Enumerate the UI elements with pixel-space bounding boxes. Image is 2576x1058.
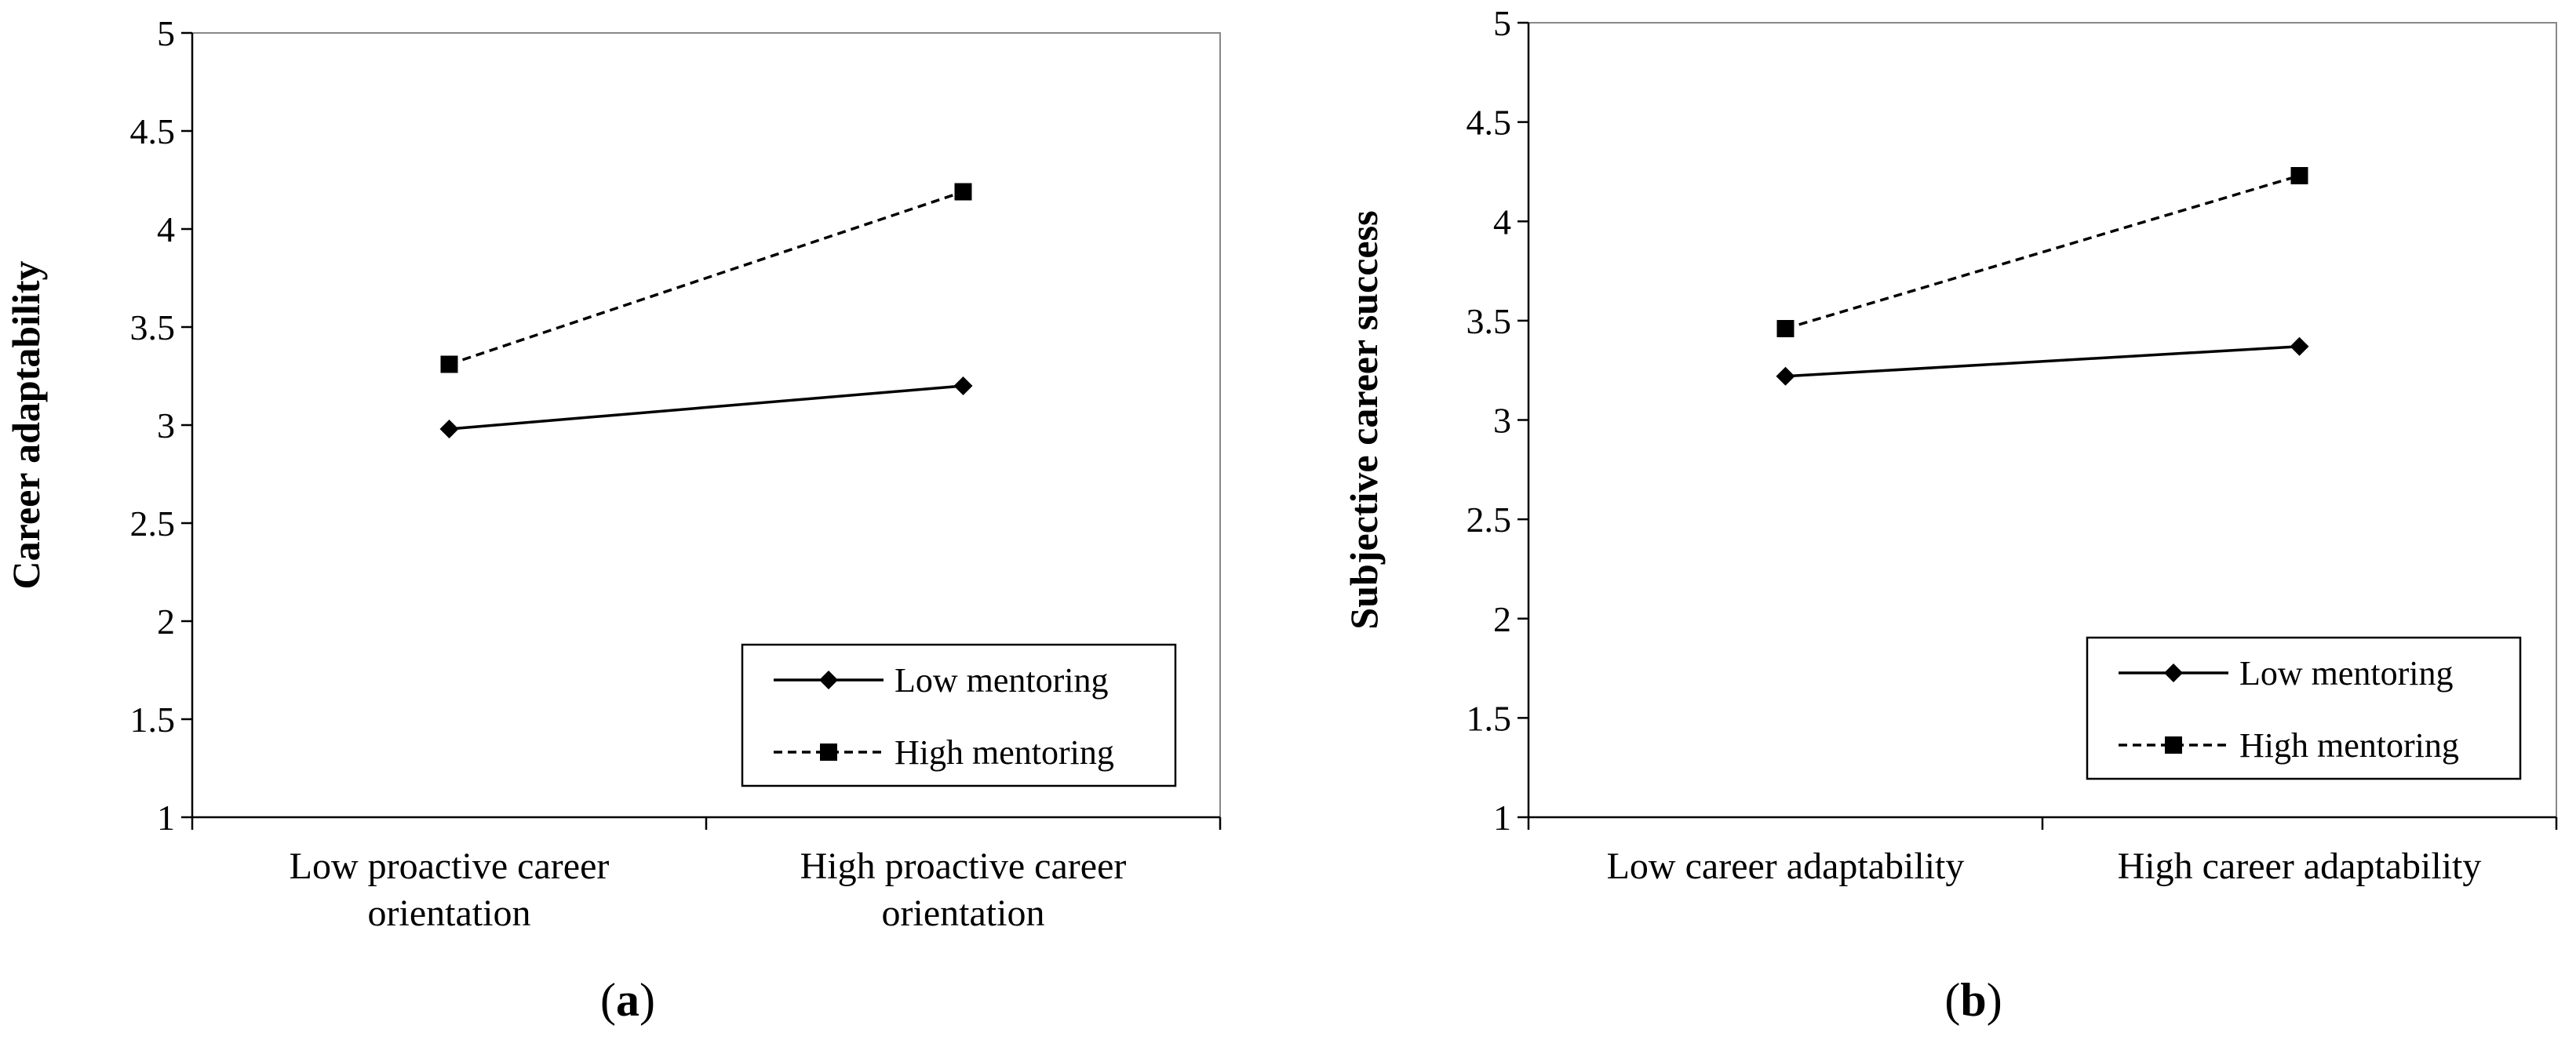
x-category-label: High career adaptability xyxy=(2118,845,2482,887)
y-tick-label: 2.5 xyxy=(1467,500,1512,540)
data-point-diamond xyxy=(1776,366,1795,386)
data-point-diamond xyxy=(953,376,973,395)
panel-label: (a) xyxy=(600,974,655,1026)
panel-label-close: ) xyxy=(639,974,655,1026)
x-category-label: orientation xyxy=(368,893,531,934)
series-line xyxy=(1785,174,2300,330)
chart-panel-a: 1 1.5 2 2.5 3 3.5 4 4.5 5 Low proactive career ori… xyxy=(4,13,1222,1026)
y-tick-label: 1 xyxy=(157,798,175,838)
panel-label-letter: b xyxy=(1960,974,1986,1026)
data-point-diamond xyxy=(439,420,459,438)
legend-box xyxy=(2086,636,2522,780)
y-tick-label: 1.5 xyxy=(130,700,176,740)
legend-marker-square xyxy=(820,744,837,761)
legend-marker-diamond xyxy=(819,671,838,689)
y-tick-label: 2 xyxy=(157,602,175,642)
y-tick-label: 2 xyxy=(1493,599,1511,639)
y-tick-label: 3 xyxy=(1493,401,1511,441)
y-tick-label: 4 xyxy=(157,209,175,249)
series-line xyxy=(1785,345,2300,378)
y-tick-label: 1 xyxy=(1493,798,1511,838)
y-tick-label: 1.5 xyxy=(1467,698,1512,738)
data-point-square xyxy=(1776,320,1794,338)
y-axis-title: Career adaptability xyxy=(4,261,48,590)
legend-box xyxy=(741,643,1177,787)
x-category-label: High proactive career xyxy=(800,845,1127,887)
legend-marker-diamond xyxy=(2164,664,2183,682)
panel-label-open: ( xyxy=(600,974,616,1026)
legend-label: Low mentoring xyxy=(2239,654,2454,693)
panel-label: (b) xyxy=(1944,974,2002,1026)
y-tick-label: 5 xyxy=(1493,3,1511,43)
series-high-mentoring xyxy=(440,183,972,373)
data-point-square xyxy=(954,183,972,201)
chart-panel-b: 1 1.5 2 2.5 3 3.5 4 4.5 5 Low career adaptability… xyxy=(1342,3,2558,1026)
x-category-label: Low career adaptability xyxy=(1607,845,1965,887)
y-tick-label: 4 xyxy=(1493,202,1511,242)
y-tick-label: 3.5 xyxy=(1467,301,1512,341)
legend-label: Low mentoring xyxy=(894,661,1109,700)
series-line xyxy=(448,190,964,366)
y-axis-title: Subjective career success xyxy=(1342,210,1386,629)
x-category-label: Low proactive career xyxy=(290,845,610,887)
panel-label-open: ( xyxy=(1944,974,1960,1026)
legend-label: High mentoring xyxy=(2239,726,2459,765)
y-tick-label: 3 xyxy=(157,405,175,445)
panel-label-letter: a xyxy=(616,974,639,1026)
data-point-square xyxy=(440,355,458,373)
data-point-diamond xyxy=(2290,336,2309,356)
series-low-mentoring xyxy=(1776,336,2309,386)
y-tick-label: 4.5 xyxy=(1467,103,1512,143)
y-tick-label: 4.5 xyxy=(130,111,176,151)
series-high-mentoring xyxy=(1776,167,2308,338)
panel-label-close: ) xyxy=(1987,974,2002,1026)
legend-marker-square xyxy=(2165,736,2182,754)
legend: Low mentoring High mentoring xyxy=(2086,636,2522,780)
x-category-label: orientation xyxy=(882,893,1045,934)
y-tick-label: 2.5 xyxy=(130,504,176,544)
y-tick-label: 3.5 xyxy=(130,307,176,347)
y-tick-label: 5 xyxy=(157,13,175,53)
data-point-square xyxy=(2290,167,2308,185)
series-line xyxy=(449,384,964,431)
legend-label: High mentoring xyxy=(894,733,1114,772)
series-low-mentoring xyxy=(439,376,973,438)
legend: Low mentoring High mentoring xyxy=(741,643,1177,787)
